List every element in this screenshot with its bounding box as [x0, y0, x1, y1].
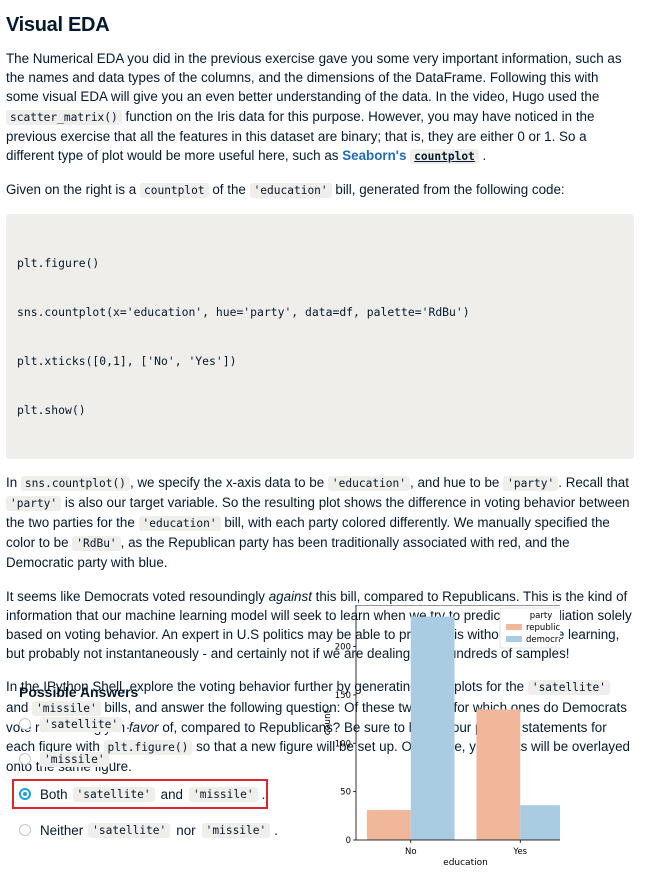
x-tick-label: Yes	[512, 847, 527, 857]
legend-title: party	[530, 611, 552, 621]
legend-label-democrat: democrat	[526, 635, 560, 645]
answer-option-satellite[interactable]: 'satellite'.	[19, 714, 134, 734]
legend-label-republican: republican	[526, 623, 560, 633]
seaborn-countplot-link[interactable]: Seaborn's countplot	[342, 148, 479, 163]
code-line: plt.xticks([0,1], ['No', 'Yes'])	[17, 353, 623, 369]
x-tick-label: No	[405, 847, 417, 857]
legend-swatch-republican	[506, 624, 522, 630]
radio-button[interactable]	[19, 753, 31, 765]
y-tick-label: 150	[335, 691, 351, 701]
y-tick-label: 0	[346, 836, 351, 846]
x-axis-label: education	[443, 858, 488, 865]
answer-option-both[interactable]: Both'satellite' and'missile'.	[19, 784, 269, 804]
bar-democrat-yes	[520, 805, 560, 840]
answer-option-neither[interactable]: Neither'satellite' nor'missile'.	[19, 820, 282, 840]
answer-option-missile[interactable]: 'missile'.	[19, 749, 120, 769]
y-tick-label: 50	[340, 788, 351, 798]
bar-republican-no	[367, 810, 411, 840]
countplot-explanation: In sns.countplot(), we specify the x-axi…	[6, 473, 634, 573]
intro-paragraph: The Numerical EDA you did in the previou…	[6, 49, 634, 166]
possible-answers: Possible Answers 'satellite'. 'missile'.…	[19, 684, 339, 714]
code-line: sns.countplot(x='education', hue='party'…	[17, 304, 623, 320]
code-line: plt.show()	[17, 402, 623, 418]
countplot-intro: Given on the right is a countplot of the…	[6, 180, 634, 200]
bar-republican-yes	[476, 709, 520, 840]
inline-code: scatter_matrix()	[6, 110, 122, 125]
legend-swatch-democrat	[506, 636, 522, 642]
radio-button-selected[interactable]	[19, 788, 31, 800]
answers-heading: Possible Answers	[19, 684, 339, 700]
page-title: Visual EDA	[6, 14, 634, 37]
countplot-chart: No Yes 0 50 100 150 200 education count party repu…	[320, 605, 560, 865]
code-block: plt.figure() sns.countplot(x='education'…	[6, 214, 634, 458]
radio-button[interactable]	[19, 718, 31, 730]
y-axis-label: count	[323, 709, 333, 735]
bar-democrat-no	[411, 617, 455, 840]
y-tick-label: 200	[335, 643, 351, 653]
radio-button[interactable]	[19, 824, 31, 836]
code-line: plt.figure()	[17, 255, 623, 271]
y-tick-label: 100	[335, 739, 351, 749]
